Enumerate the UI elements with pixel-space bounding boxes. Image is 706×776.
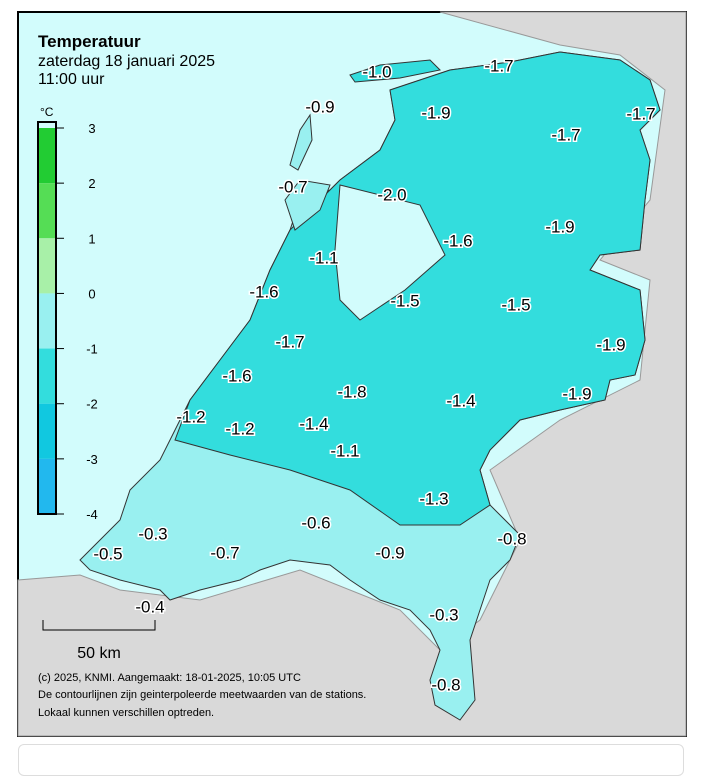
stations: -1.0 -1.7 -0.9 -1.9 -1.7 -1.7 -0.7 -2.0 … (92, 55, 657, 696)
wadden-islands (349, 59, 442, 83)
station-label: -1.4 (446, 391, 475, 410)
station-label: -1.9 (545, 217, 574, 236)
station-label: -0.9 (375, 543, 404, 562)
legend-band (38, 293, 56, 349)
station-label: -1.5 (390, 291, 419, 310)
netherlands-north (174, 51, 661, 526)
station-label: -1.6 (443, 231, 472, 250)
station-label: -1.2 (225, 419, 254, 438)
legend-band (38, 458, 56, 514)
station-label: -0.7 (278, 177, 307, 196)
legend-tick-label: 1 (88, 231, 95, 246)
footer-line: (c) 2025, KNMI. Aangemaakt: 18-01-2025, … (38, 672, 301, 684)
neighbour-land (17, 11, 687, 737)
date: zaterdag 18 januari 2025 (38, 53, 215, 70)
time: 11:00 uur (38, 71, 105, 88)
station-label: -1.9 (596, 335, 625, 354)
legend-band (38, 403, 56, 459)
legend-tick-label: 2 (88, 176, 95, 191)
station-label: -0.8 (497, 529, 526, 548)
footer-line: Lokaal kunnen verschillen optreden. (38, 707, 214, 719)
station-label: -1.9 (562, 384, 591, 403)
legend-tick-label: -1 (86, 342, 98, 357)
station-label: -1.8 (337, 382, 366, 401)
legend-tick-label: 3 (88, 121, 95, 136)
station-label: -1.4 (299, 414, 328, 433)
legend-tick-label: -4 (86, 507, 98, 522)
station-label: -0.3 (138, 524, 167, 543)
vlieland (289, 113, 313, 171)
legend-unit: °C (40, 105, 54, 119)
station-label: -2.0 (377, 185, 406, 204)
legend: 3 2 1 0 -1 -2 -3 -4 (37, 121, 98, 522)
scale-bar (42, 620, 156, 631)
ijsselmeer (334, 184, 446, 321)
legend-band (38, 183, 56, 239)
station-label: -1.3 (419, 489, 448, 508)
station-label: -1.6 (249, 282, 278, 301)
station-label: -0.7 (210, 543, 239, 562)
title: Temperatuur (38, 32, 141, 51)
station-label: -1.7 (626, 104, 655, 123)
legend-border (37, 121, 57, 515)
bottom-panel (18, 744, 684, 776)
station-label: -1.0 (362, 62, 391, 81)
station-label: -1.5 (501, 295, 530, 314)
station-label: -1.2 (176, 407, 205, 426)
station-label: -0.4 (135, 597, 164, 616)
station-label: -1.1 (330, 441, 359, 460)
legend-tick-label: 0 (88, 286, 95, 301)
station-label: -0.8 (431, 675, 460, 694)
legend-tick-label: -2 (86, 397, 98, 412)
map: Temperatuur zaterdag 18 januari 2025 11:… (17, 11, 687, 737)
station-label: -0.5 (93, 544, 122, 563)
station-label: -0.9 (305, 97, 334, 116)
footer-line: De contourlijnen zijn geinterpoleerde me… (38, 689, 366, 701)
scale-label: 50 km (77, 645, 121, 662)
texel (284, 179, 331, 231)
station-label: -0.6 (301, 513, 330, 532)
legend-band (38, 238, 56, 294)
station-label: -1.6 (222, 366, 251, 385)
legend-band (38, 348, 56, 404)
station-label: -1.7 (551, 125, 580, 144)
station-label: -0.3 (429, 605, 458, 624)
station-label: -1.1 (309, 248, 338, 267)
station-label: -1.9 (421, 103, 450, 122)
station-label: -1.7 (484, 56, 513, 75)
station-label: -1.7 (275, 332, 304, 351)
legend-band (38, 128, 56, 184)
legend-tick-label: -3 (86, 452, 98, 467)
